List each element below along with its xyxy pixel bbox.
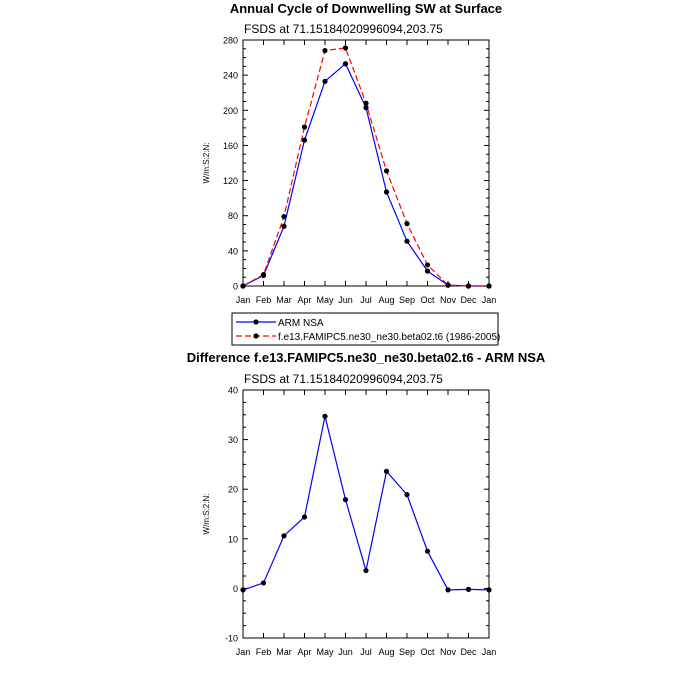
top-chart-plot-frame xyxy=(242,39,490,287)
bottom-chart-ticks: Jan Feb Mar Apr May Jun Jul Aug Sep Oct Nov Dec Jan -… xyxy=(225,386,496,658)
x-tick-label: Jan xyxy=(482,295,497,305)
y-tick-label: 240 xyxy=(223,71,238,81)
x-tick-label: Nov xyxy=(440,647,457,657)
x-tick-label: Jul xyxy=(360,295,372,305)
data-point-series-0 xyxy=(383,189,390,195)
legend-label-arm-nsa: ARM NSA xyxy=(278,318,324,329)
bottom-chart: Difference f.e13.FAMIPC5.ne30_ne30.beta0… xyxy=(187,350,546,657)
x-tick-label: Nov xyxy=(440,295,457,305)
y-tick-label: 80 xyxy=(228,211,238,221)
series-line-0 xyxy=(242,62,489,287)
y-tick-label: 280 xyxy=(223,36,238,46)
x-tick-label: Feb xyxy=(256,295,272,305)
y-tick-label: 20 xyxy=(228,485,238,495)
data-point-series-0 xyxy=(465,586,472,592)
top-chart-series xyxy=(240,45,492,289)
top-chart-y-axis-label: W/m:S:2:N: xyxy=(202,143,211,184)
x-tick-label: Jun xyxy=(338,647,353,657)
top-chart-title: Annual Cycle of Downwelling SW at Surfac… xyxy=(230,1,502,16)
data-point-series-1 xyxy=(445,282,451,288)
data-point-series-1 xyxy=(281,213,287,220)
data-point-series-0 xyxy=(240,587,246,593)
y-tick-label: 10 xyxy=(228,534,238,544)
bottom-chart-y-axis-label: W/m:S:2:N: xyxy=(202,494,211,535)
data-point-series-0 xyxy=(486,587,492,593)
x-tick-label: Sep xyxy=(399,295,415,305)
top-chart-ticks: Jan Feb Mar Apr May Jun Jul Aug Sep Oct Nov Dec Jan 0… xyxy=(223,36,496,306)
data-point-series-0 xyxy=(404,238,410,244)
x-tick-label: Jan xyxy=(236,647,251,657)
data-point-series-1 xyxy=(363,100,369,106)
x-tick-label: Feb xyxy=(256,647,272,657)
x-tick-label: May xyxy=(316,295,334,305)
y-tick-label: -10 xyxy=(225,634,238,644)
legend-marker-arm-nsa xyxy=(253,319,259,325)
top-chart-legend: ARM NSA f.e13.FAMIPC5.ne30_ne30.beta02.t… xyxy=(231,312,500,346)
x-tick-label: Oct xyxy=(420,647,435,657)
bottom-chart-subtitle: FSDS at 71.15184020996094,203.75 xyxy=(244,372,443,386)
top-chart: Annual Cycle of Downwelling SW at Surfac… xyxy=(202,1,502,346)
data-point-series-1 xyxy=(424,262,431,268)
bottom-chart-plot-frame xyxy=(242,389,490,639)
x-tick-label: Aug xyxy=(378,295,394,305)
data-point-series-0 xyxy=(383,468,390,474)
y-tick-label: 40 xyxy=(228,386,238,396)
data-point-series-0 xyxy=(424,548,431,554)
y-tick-label: 30 xyxy=(228,435,238,445)
y-tick-label: 160 xyxy=(223,141,238,151)
data-point-series-0 xyxy=(281,533,287,539)
x-tick-label: Jun xyxy=(338,295,353,305)
x-tick-label: Oct xyxy=(420,295,435,305)
x-tick-label: Sep xyxy=(399,647,415,657)
data-point-series-0 xyxy=(322,413,328,419)
data-point-series-1 xyxy=(404,221,410,227)
data-point-series-1 xyxy=(322,47,328,54)
x-tick-label: Dec xyxy=(460,295,477,305)
x-tick-label: Apr xyxy=(297,295,311,305)
x-tick-label: Jan xyxy=(236,295,251,305)
x-tick-label: Mar xyxy=(276,647,292,657)
bottom-chart-title: Difference f.e13.FAMIPC5.ne30_ne30.beta0… xyxy=(187,350,546,365)
data-point-series-1 xyxy=(342,45,349,51)
data-point-series-0 xyxy=(301,137,308,143)
data-point-series-0 xyxy=(404,492,410,498)
bottom-chart-series xyxy=(240,413,492,593)
data-point-series-0 xyxy=(260,580,267,586)
x-tick-label: May xyxy=(316,647,334,657)
data-point-series-1 xyxy=(260,271,267,278)
data-point-series-1 xyxy=(383,168,390,174)
x-tick-label: Apr xyxy=(297,647,311,657)
data-point-series-0 xyxy=(301,514,308,520)
x-tick-label: Mar xyxy=(276,295,292,305)
legend-label-model: f.e13.FAMIPC5.ne30_ne30.beta02.t6 (1986-… xyxy=(278,332,500,343)
y-tick-label: 40 xyxy=(228,246,238,256)
y-tick-label: 120 xyxy=(223,176,238,186)
data-point-series-1 xyxy=(301,124,308,130)
legend-box xyxy=(231,312,499,346)
data-point-series-0 xyxy=(363,567,369,574)
series-line-0 xyxy=(242,416,490,591)
data-point-series-1 xyxy=(465,283,472,289)
y-tick-label: 0 xyxy=(233,584,238,594)
data-point-series-0 xyxy=(281,223,287,229)
top-chart-subtitle: FSDS at 71.15184020996094,203.75 xyxy=(244,22,443,36)
data-point-series-0 xyxy=(363,105,369,111)
data-point-series-1 xyxy=(240,283,246,289)
data-point-series-0 xyxy=(342,61,349,67)
y-tick-label: 200 xyxy=(223,106,238,116)
x-tick-label: Aug xyxy=(378,647,394,657)
x-tick-label: Jul xyxy=(360,647,372,657)
data-point-series-0 xyxy=(445,587,451,593)
data-point-series-0 xyxy=(322,78,328,84)
data-point-series-0 xyxy=(342,497,349,503)
data-point-series-0 xyxy=(424,268,431,274)
y-tick-label: 0 xyxy=(233,282,238,292)
series-line-1 xyxy=(242,47,489,287)
x-tick-label: Dec xyxy=(460,647,477,657)
data-point-series-1 xyxy=(486,283,492,289)
x-tick-label: Jan xyxy=(482,647,497,657)
legend-marker-model xyxy=(253,333,259,339)
